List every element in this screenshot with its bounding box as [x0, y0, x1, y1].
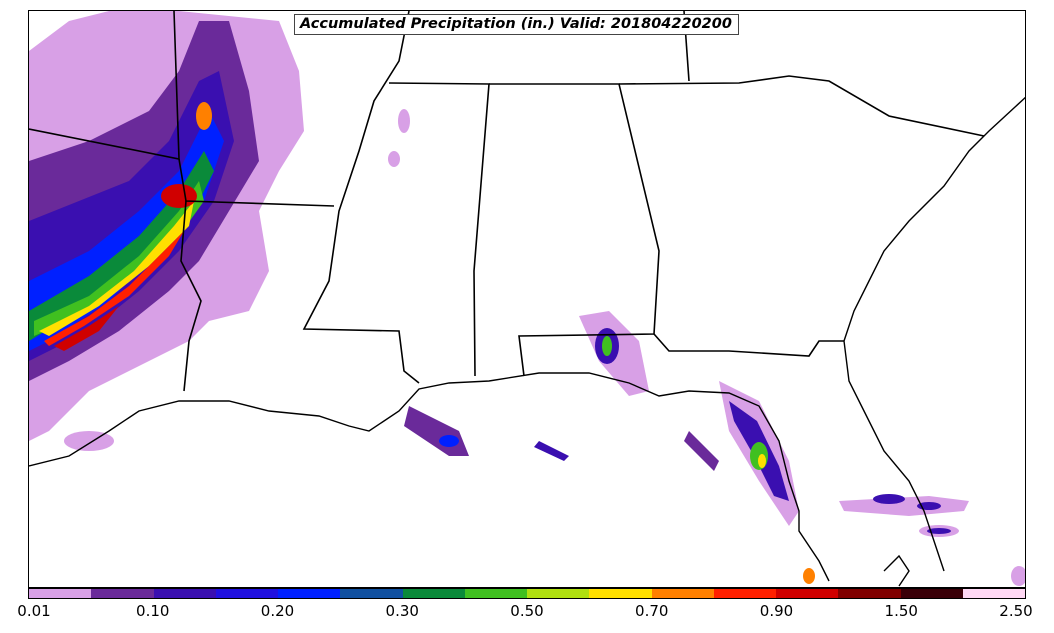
colorbar-segment: [838, 589, 901, 598]
colorbar-segment: [215, 589, 278, 598]
colorbar-tick-label: 0.20: [260, 602, 295, 620]
colorbar-tick-label: 1.50: [884, 602, 918, 620]
coastline: [29, 96, 1025, 587]
colorbar-segment: [29, 589, 92, 598]
colorbar-tick-labels: 0.01 0.10 0.20 0.30 0.50 0.70 0.90 1.50 2.50: [17, 599, 1032, 629]
map-panel: [28, 10, 1026, 588]
colorbar: [28, 588, 1026, 599]
colorbar-segment: [402, 589, 465, 598]
state-borders: [29, 11, 985, 392]
colorbar-tick-label: 0.10: [136, 602, 170, 620]
colorbar-segment: [776, 589, 839, 598]
colorbar-segment: [91, 589, 154, 598]
colorbar-tick-label: 0.50: [510, 602, 544, 620]
colorbar-segment: [589, 589, 652, 598]
colorbar-tick-label: 0.90: [759, 602, 794, 620]
colorbar-segment: [464, 589, 527, 598]
colorbar-segment: [900, 589, 963, 598]
precipitation-map: [29, 11, 1025, 587]
colorbar-tick-label: 2.50: [999, 602, 1033, 620]
colorbar-segment: [713, 589, 776, 598]
colorbar-segment: [340, 589, 403, 598]
colorbar-tick-label: 0.01: [17, 602, 51, 620]
precipitation-field: [29, 11, 1025, 586]
colorbar-segment: [651, 589, 714, 598]
colorbar-tick-label: 0.70: [635, 602, 669, 620]
colorbar-tick-label: 0.30: [385, 602, 419, 620]
colorbar-segment: [153, 589, 216, 598]
colorbar-segment: [278, 589, 341, 598]
colorbar-segment: [527, 589, 590, 598]
map-title: Accumulated Precipitation (in.) Valid: 2…: [294, 14, 739, 35]
colorbar-segment: [962, 589, 1025, 598]
